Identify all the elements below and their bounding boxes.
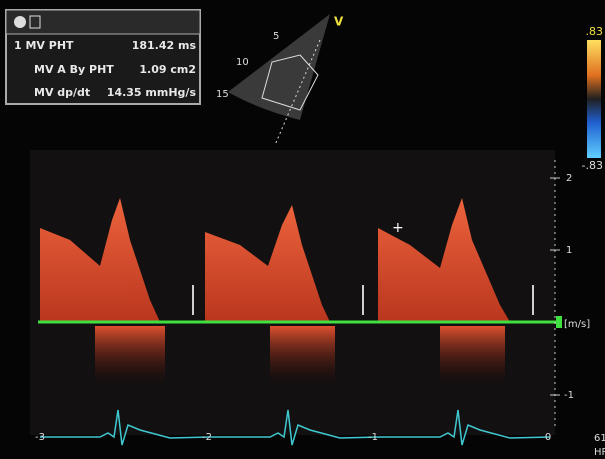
heart-rate-value: 61 xyxy=(594,433,605,444)
time-tick: -2 xyxy=(202,432,212,443)
icon xyxy=(14,16,26,28)
reverse-flow xyxy=(95,326,165,386)
measurement-value: 14.35 mmHg/s xyxy=(107,86,197,99)
sector-label: V xyxy=(334,15,344,29)
ultrasound-screen: 1 MV PHT 181.42 ms MV A By PHT 1.09 cm2 … xyxy=(0,0,605,459)
color-bar xyxy=(587,40,601,158)
time-tick: -3 xyxy=(35,432,45,443)
color-bar-min: -.83 xyxy=(582,159,603,172)
depth-label: 15 xyxy=(216,89,229,100)
velocity-unit: [m/s] xyxy=(564,319,590,330)
velocity-tick: 1 xyxy=(566,245,572,256)
measurement-header xyxy=(6,10,200,34)
measurement-value: 1.09 cm2 xyxy=(139,63,196,76)
measurement-value: 181.42 ms xyxy=(132,39,197,52)
caliper-marker: + xyxy=(392,220,404,236)
depth-label: 5 xyxy=(273,31,279,42)
baseline-handle xyxy=(556,316,562,328)
velocity-tick: 2 xyxy=(566,173,572,184)
measurement-label: 1 MV PHT xyxy=(14,39,74,52)
time-tick: 0 xyxy=(545,432,551,443)
time-tick: -1 xyxy=(368,432,378,443)
velocity-tick: -1 xyxy=(564,390,574,401)
reverse-flow xyxy=(270,326,335,386)
color-bar-max: .83 xyxy=(586,25,604,38)
heart-rate-unit: HR xyxy=(594,447,605,458)
reverse-flow xyxy=(440,326,505,386)
measurement-label: MV A By PHT xyxy=(34,63,114,76)
depth-label: 10 xyxy=(236,57,249,68)
measurement-label: MV dp/dt xyxy=(34,86,90,99)
